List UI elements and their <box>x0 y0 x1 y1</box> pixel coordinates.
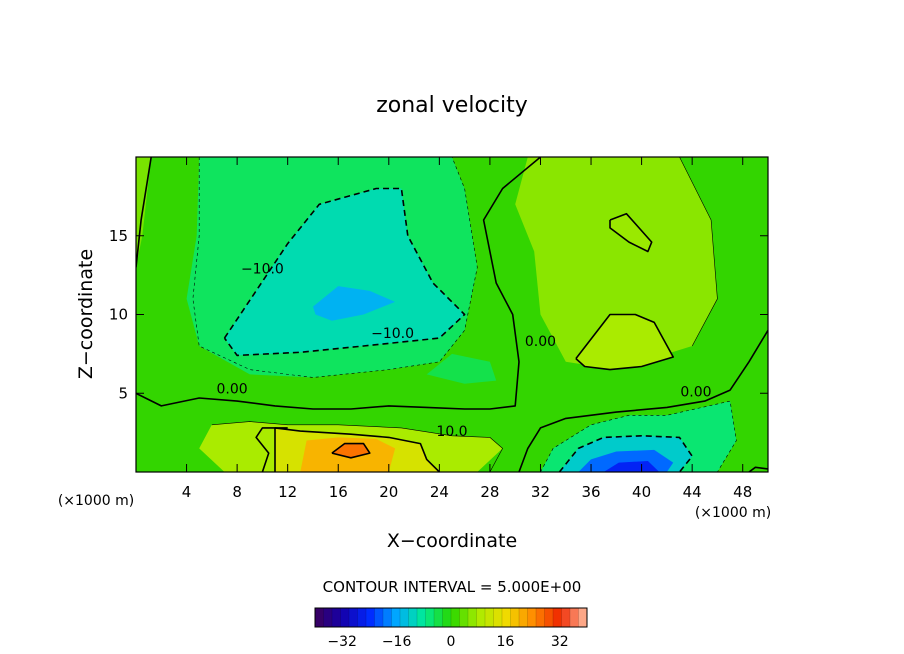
colorbar-cell-7 <box>374 608 384 627</box>
colorbar-cell-0 <box>315 608 324 627</box>
colorbar-cell-29 <box>561 608 571 627</box>
y-tick-label-10: 10 <box>109 306 128 324</box>
colorbar-tick-labels: −32 −16 0 16 32 <box>327 634 568 650</box>
region-positive-right-ellipse <box>610 213 652 252</box>
colorbar-tick-label-1: −16 <box>382 634 412 650</box>
contour-line-8 <box>540 400 737 472</box>
colorbar-cell-4 <box>349 608 358 627</box>
colorbar-cell-20 <box>485 608 494 627</box>
x-tick-label-16: 16 <box>329 483 348 501</box>
colorbar-cell-15 <box>442 608 452 627</box>
contour-label-1: −10.0 <box>371 326 414 342</box>
x-tick-label-36: 36 <box>581 483 600 501</box>
x-tick-label-32: 32 <box>531 483 550 501</box>
colorbar-cell-13 <box>425 608 435 627</box>
y-axis-label: Z−coordinate <box>75 249 97 379</box>
colorbar-cell-14 <box>434 608 443 627</box>
x-axis-ticks: 4 8 12 16 20 24 28 32 36 40 44 48 <box>182 157 752 501</box>
contour-label-2: 0.00 <box>216 381 247 397</box>
colorbar-cell-5 <box>357 608 367 627</box>
colorbar-cell-23 <box>510 608 520 627</box>
colorbar-cell-21 <box>493 608 503 627</box>
colorbar-cell-16 <box>451 608 460 627</box>
colorbar-cell-1 <box>323 608 333 627</box>
colorbar-cell-31 <box>578 608 588 627</box>
chart-title: zonal velocity <box>376 93 528 118</box>
colorbar-tick-label-4: 32 <box>551 634 569 650</box>
region-negative-10 <box>224 188 465 356</box>
contour-line-11 <box>274 427 440 472</box>
x-tick-label-20: 20 <box>379 483 398 501</box>
colorbar-cell-18 <box>468 608 477 627</box>
y-axis-ticks: 5 10 15 <box>109 227 768 402</box>
contour-line-3 <box>255 427 288 472</box>
colorbar-cell-19 <box>476 608 486 627</box>
contour-lines <box>136 157 768 472</box>
colorbar-cell-10 <box>400 608 409 627</box>
x-tick-label-44: 44 <box>683 483 702 501</box>
contour-label-0: −10.0 <box>241 262 284 278</box>
contour-line-4 <box>748 466 768 472</box>
contour-line-14 <box>331 442 371 459</box>
colorbar-cell-22 <box>502 608 511 627</box>
contour-line-1 <box>136 157 152 268</box>
contour-interval-label: CONTOUR INTERVAL = 5.000E+00 <box>323 578 582 596</box>
colorbar-cell-26 <box>536 608 545 627</box>
colorbar <box>315 608 588 627</box>
x-tick-label-28: 28 <box>480 483 499 501</box>
colorbar-cell-8 <box>383 608 392 627</box>
contour-label-5: 10.0 <box>436 424 467 440</box>
contour-label-4: 0.00 <box>680 384 711 400</box>
contour-line-6 <box>558 435 693 472</box>
colorbar-cell-9 <box>391 608 401 627</box>
contour-line-7 <box>192 157 478 378</box>
colorbar-cell-2 <box>332 608 341 627</box>
x-tick-label-24: 24 <box>430 483 449 501</box>
region-negative-15 <box>313 286 396 321</box>
x-unit-right-label: (×1000 m) <box>695 505 771 521</box>
contour-labels: −10.0 −10.0 0.00 0.00 0.00 10.0 <box>216 262 711 440</box>
contour-line-9 <box>527 157 718 347</box>
x-tick-label-12: 12 <box>278 483 297 501</box>
contour-line-10 <box>211 421 503 472</box>
x-unit-left-label: (×1000 m) <box>58 493 134 509</box>
colorbar-cell-24 <box>519 608 528 627</box>
region-negative-lower-band <box>426 353 497 384</box>
colorbar-cell-28 <box>553 608 562 627</box>
x-tick-label-40: 40 <box>632 483 651 501</box>
colorbar-frame <box>314 607 588 628</box>
region-positive-bottom-20 <box>331 443 370 458</box>
colorbar-cell-11 <box>408 608 418 627</box>
x-tick-label-8: 8 <box>232 483 242 501</box>
colorbar-tick-label-2: 0 <box>447 634 456 650</box>
colorbar-cell-30 <box>570 608 579 627</box>
colorbar-cell-27 <box>544 608 554 627</box>
contour-line-12 <box>575 313 674 371</box>
x-tick-label-4: 4 <box>182 483 192 501</box>
contour-line-5 <box>223 187 466 357</box>
x-tick-label-48: 48 <box>733 483 752 501</box>
colorbar-cell-3 <box>340 608 350 627</box>
region-positive-right <box>515 157 718 370</box>
contour-line-0 <box>136 157 542 410</box>
y-tick-label-5: 5 <box>118 384 128 402</box>
colorbar-tick-label-0: −32 <box>327 634 357 650</box>
colorbar-tick-label-3: 16 <box>496 634 514 650</box>
region-negative-bottom-right-20 <box>603 461 660 472</box>
contour-line-13 <box>609 212 653 253</box>
colorbar-cell-17 <box>459 608 469 627</box>
contour-line-2 <box>518 329 768 472</box>
contour-label-3: 0.00 <box>525 334 556 350</box>
colorbar-cell-12 <box>417 608 426 627</box>
colorbar-cell-25 <box>527 608 537 627</box>
x-axis-label: X−coordinate <box>387 530 517 552</box>
colorbar-cell-6 <box>366 608 375 627</box>
y-tick-label-15: 15 <box>109 227 128 245</box>
